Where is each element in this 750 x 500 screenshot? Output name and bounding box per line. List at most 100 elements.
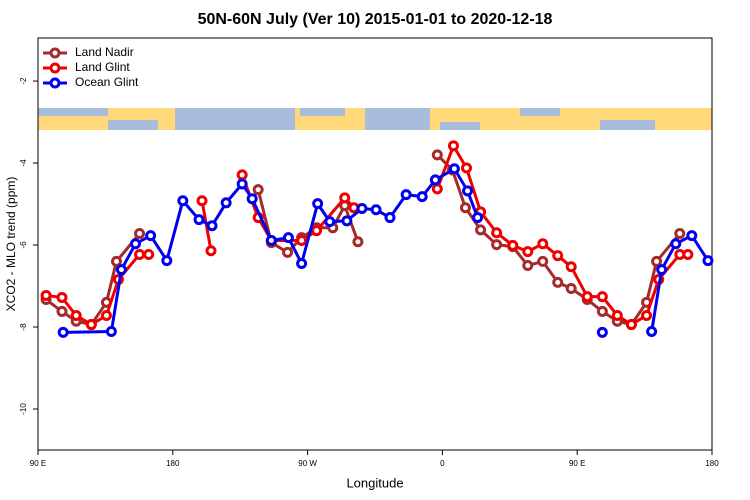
point [641,310,653,322]
point [670,238,682,250]
point [282,246,294,258]
point [625,319,637,331]
point [115,264,127,276]
y-tick-label: -2 [19,77,28,85]
point [682,248,694,260]
point [196,195,208,207]
point [507,239,519,251]
point [461,162,473,174]
point [596,326,608,338]
point [400,189,412,201]
point [56,305,68,317]
point [252,184,264,196]
point [134,248,146,260]
point [448,163,460,175]
legend-marker [49,62,61,74]
point [702,255,714,267]
point [416,191,428,203]
point [105,326,117,338]
point [110,255,122,267]
point [475,224,487,236]
series-line [45,142,688,327]
point [341,215,353,227]
point [462,185,474,197]
point [522,246,534,258]
point [296,235,308,247]
y-tick-label: -6 [19,241,28,249]
point [384,212,396,224]
y-tick-label: -4 [19,159,28,167]
point [565,282,577,294]
point [686,230,698,242]
legend-label: Ocean Glint [75,75,139,89]
map-strip [38,108,712,130]
point [177,195,189,207]
point [40,289,52,301]
point [552,276,564,288]
point [246,193,258,205]
y-tick-label: -8 [19,323,28,331]
point [656,264,668,276]
x-axis-label: Longitude [346,475,403,490]
plot-frame [37,37,713,451]
point [447,140,459,152]
point [339,192,351,204]
point [282,232,294,244]
y-tick-label: -10 [19,403,28,415]
point [651,255,663,267]
point [85,319,97,331]
point [522,260,534,272]
point [143,248,155,260]
x-tick-label: 180 [166,459,180,468]
point [220,197,232,209]
point [459,202,471,214]
point [206,220,218,232]
point [193,214,205,226]
point [352,236,364,248]
legend-marker [49,77,61,89]
point [611,310,623,322]
point [674,228,686,240]
x-tick-label: 180 [705,459,719,468]
x-tick-label: 90 E [569,459,585,468]
point [56,291,68,303]
legend-label: Land Nadir [75,45,134,59]
legend-marker [49,47,61,59]
point [205,245,217,257]
point [236,178,248,190]
x-tick-label: 90 W [298,459,317,468]
legend-label: Land Glint [75,60,130,74]
point [472,212,484,224]
point [312,198,324,210]
x-tick-label: 0 [440,459,445,468]
point [491,239,503,251]
y-axis-label: XCO2 - MLO trend (ppm) [4,177,18,312]
point [646,326,658,338]
point [236,169,248,181]
point [296,257,308,269]
point [145,230,157,242]
point [581,291,593,303]
point [356,203,368,215]
point [130,238,142,250]
point [431,149,443,161]
point [265,235,277,247]
point [596,305,608,317]
point [57,326,69,338]
point [429,174,441,186]
point [537,238,549,250]
chart-title: 50N-60N July (Ver 10) 2015-01-01 to 2020… [198,11,553,28]
point [161,255,173,267]
point [100,310,112,322]
x-tick-label: 90 E [30,459,46,468]
point [70,310,82,322]
point [552,250,564,262]
point [311,225,323,237]
point [565,261,577,273]
point [324,216,336,228]
point [370,204,382,216]
point [537,255,549,267]
point [431,183,443,195]
point [491,227,503,239]
